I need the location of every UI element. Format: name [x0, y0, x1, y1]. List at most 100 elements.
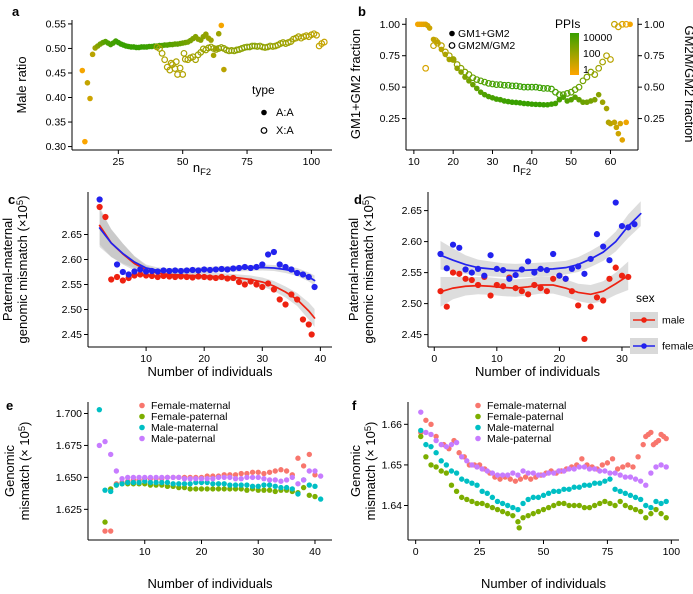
svg-text:Female-maternal: Female-maternal	[487, 400, 566, 412]
svg-text:A:A: A:A	[276, 107, 294, 119]
svg-text:Female-maternal: Female-maternal	[151, 400, 230, 412]
svg-text:10: 10	[139, 546, 151, 558]
svg-text:0.50: 0.50	[644, 82, 665, 94]
svg-text:10: 10	[491, 353, 503, 365]
svg-text:Number of individuals: Number of individuals	[147, 576, 273, 591]
svg-text:100: 100	[663, 546, 681, 558]
svg-text:2.60: 2.60	[402, 236, 423, 248]
svg-text:male: male	[662, 315, 685, 327]
svg-text:30: 30	[616, 353, 628, 365]
svg-text:0.35: 0.35	[46, 117, 67, 129]
svg-text:2.45: 2.45	[62, 329, 83, 341]
svg-text:2.50: 2.50	[402, 298, 423, 310]
svg-text:75: 75	[241, 156, 253, 168]
svg-text:0.75: 0.75	[644, 50, 665, 62]
svg-text:Male ratio: Male ratio	[14, 56, 29, 113]
svg-text:10: 10	[140, 353, 152, 365]
svg-text:Number of individuals: Number of individuals	[475, 364, 601, 379]
svg-text:Male-maternal: Male-maternal	[151, 422, 218, 434]
svg-text:1.625: 1.625	[56, 504, 82, 516]
panel-letter-c: c	[8, 192, 16, 207]
svg-text:1.65: 1.65	[382, 459, 403, 471]
svg-text:2.65: 2.65	[402, 205, 423, 217]
svg-text:25: 25	[474, 546, 486, 558]
panel-f: f 0 25 50 75 100 1.64 1.65 1.66 Number of indivi…	[346, 382, 693, 594]
svg-text:30: 30	[252, 546, 264, 558]
svg-text:genomic mismatch (×105): genomic mismatch (×105)	[361, 196, 376, 344]
svg-text:Male-maternal: Male-maternal	[487, 422, 554, 434]
svg-text:Number of individuals: Number of individuals	[147, 364, 273, 379]
svg-text:2.50: 2.50	[62, 304, 83, 316]
svg-text:2.55: 2.55	[62, 279, 83, 291]
svg-text:1: 1	[583, 64, 589, 76]
panel-d: d 0 10 20 30 2.45 2.50 2.55 2.60 2.65 Number of i…	[346, 178, 693, 382]
svg-text:1.700: 1.700	[56, 408, 82, 420]
svg-text:Paternal-maternal: Paternal-maternal	[346, 218, 361, 321]
svg-text:40: 40	[526, 156, 538, 168]
svg-text:2.45: 2.45	[402, 329, 423, 341]
svg-text:female: female	[662, 341, 693, 353]
svg-text:10000: 10000	[583, 32, 612, 44]
svg-text:Female-paternal: Female-paternal	[487, 411, 563, 423]
svg-text:0.55: 0.55	[46, 18, 67, 30]
svg-text:Female-paternal: Female-paternal	[151, 411, 227, 423]
panel-letter-a: a	[12, 4, 20, 19]
svg-text:0: 0	[431, 353, 437, 365]
svg-text:mismatch (× 105): mismatch (× 105)	[17, 422, 32, 521]
svg-text:1.00: 1.00	[644, 19, 665, 31]
svg-text:2.55: 2.55	[402, 267, 423, 279]
svg-text:Male-paternal: Male-paternal	[487, 433, 551, 445]
svg-text:2.65: 2.65	[62, 229, 83, 241]
svg-text:75: 75	[602, 546, 614, 558]
svg-text:2.60: 2.60	[62, 254, 83, 266]
panel-letter-f: f	[352, 398, 357, 413]
svg-text:GM2M/GM2: GM2M/GM2	[458, 40, 515, 52]
svg-text:20: 20	[554, 353, 566, 365]
svg-text:30: 30	[487, 156, 499, 168]
svg-text:nF2: nF2	[193, 160, 211, 177]
svg-text:60: 60	[605, 156, 617, 168]
svg-text:0.45: 0.45	[46, 67, 67, 79]
svg-text:sex: sex	[636, 291, 655, 305]
svg-text:Number of individuals: Number of individuals	[481, 576, 607, 591]
svg-text:0.25: 0.25	[644, 113, 665, 125]
svg-text:GM2M/GM2 fraction: GM2M/GM2 fraction	[682, 25, 693, 142]
svg-text:GM1+GM2: GM1+GM2	[458, 28, 510, 40]
svg-text:X:A: X:A	[276, 125, 294, 137]
panel-e: e 10 20 30 40 1.625 1.650 1.675 1.700 Number of …	[0, 382, 346, 594]
svg-text:mismatch (× 105): mismatch (× 105)	[363, 422, 378, 521]
svg-text:genomic mismatch (×105): genomic mismatch (×105)	[15, 196, 30, 344]
svg-text:40: 40	[309, 546, 321, 558]
svg-text:0.50: 0.50	[46, 43, 67, 55]
svg-text:100: 100	[303, 156, 321, 168]
svg-text:Paternal-maternal: Paternal-maternal	[0, 218, 15, 321]
svg-text:0.25: 0.25	[380, 113, 401, 125]
svg-text:Genomic: Genomic	[348, 444, 363, 497]
svg-text:1.66: 1.66	[382, 419, 403, 431]
svg-text:Male-paternal: Male-paternal	[151, 433, 215, 445]
svg-text:0.40: 0.40	[46, 92, 67, 104]
svg-text:50: 50	[177, 156, 189, 168]
panel-a: a 25 50 75 100 0.30 0.35 0.40 0.45 0.50 0.55 nF2 Ma…	[0, 0, 346, 178]
svg-text:25: 25	[112, 156, 124, 168]
panel-c-chart: 10 20 30 40 2.45 2.50 2.55 2.60 2.65 Number of in…	[0, 192, 332, 379]
panel-letter-b: b	[358, 4, 366, 19]
svg-text:40: 40	[315, 353, 327, 365]
svg-text:10: 10	[408, 156, 420, 168]
panel-d-chart: 0 10 20 30 2.45 2.50 2.55 2.60 2.65 Number of ind…	[346, 192, 693, 379]
svg-text:0.30: 0.30	[46, 141, 67, 153]
panel-b: b 10 20 30 40 50 60 0.25 0.50 0.75 1.00 0.25 0.50 0.…	[346, 0, 693, 178]
svg-text:nF2: nF2	[513, 160, 531, 177]
panel-b-chart: 10 20 30 40 50 60 0.25 0.50 0.75 1.00 0.25 0.50 0.75…	[348, 17, 693, 177]
svg-text:50: 50	[538, 546, 550, 558]
panel-e-chart: 10 20 30 40 1.625 1.650 1.675 1.700 Number of in…	[2, 400, 332, 591]
svg-text:100: 100	[583, 48, 601, 60]
panel-c: c 10 20 30 40 2.45 2.50 2.55 2.60 2.65 Number of …	[0, 178, 346, 382]
svg-text:0.75: 0.75	[380, 50, 401, 62]
svg-text:1.00: 1.00	[380, 19, 401, 31]
svg-text:30: 30	[256, 353, 268, 365]
svg-text:Genomic: Genomic	[2, 444, 17, 497]
svg-text:50: 50	[565, 156, 577, 168]
svg-text:20: 20	[198, 353, 210, 365]
